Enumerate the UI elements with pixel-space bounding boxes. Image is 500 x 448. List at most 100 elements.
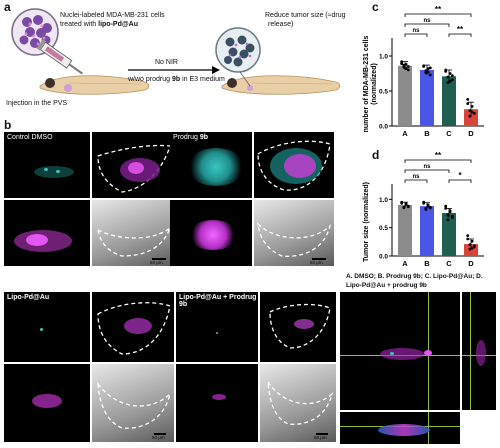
significance-bracket xyxy=(404,159,472,163)
arrow-top-text: No NIR xyxy=(155,59,178,66)
y-axis-label: number of MDA-MB-231 cells xyxy=(363,35,370,132)
bar-chart-tumor-size: Tumor size (normalized) 0.0 0.5 1.0 A B C Dnsns… xyxy=(363,151,484,268)
cells-description-prefix: treated with xyxy=(60,21,99,28)
scale-lipo: 50 μm xyxy=(152,435,165,440)
arrow-bottom-suffix: in E3 medium xyxy=(180,76,225,83)
y-tick-label: 0.0 xyxy=(379,254,388,261)
cells-description-bold: lipo-Pd@Au xyxy=(98,21,139,28)
y-tick-label: 0.5 xyxy=(379,89,388,96)
scale-control: 50 μm xyxy=(150,260,163,265)
micrograph-combo-brightfield: 50 μm xyxy=(260,364,336,442)
data-point xyxy=(466,237,470,241)
significance-label: ** xyxy=(457,25,464,34)
data-point xyxy=(446,81,450,84)
panel-b-label: b xyxy=(4,118,12,132)
significance-label: ** xyxy=(435,151,442,160)
significance-bracket xyxy=(404,33,428,37)
data-point xyxy=(426,67,430,70)
data-point xyxy=(404,67,408,70)
data-point xyxy=(428,66,432,70)
panel-a-schematic xyxy=(11,8,340,95)
micrograph-lipo-magenta xyxy=(4,364,90,442)
bar xyxy=(398,65,412,126)
result-text-line1: Reduce tumor size (≈drug xyxy=(265,12,346,19)
data-point xyxy=(428,205,432,209)
data-point xyxy=(404,203,408,206)
x-tick-label: C xyxy=(446,259,452,268)
bar xyxy=(442,212,456,256)
data-point xyxy=(468,109,472,112)
data-point xyxy=(468,114,472,118)
micrograph-lipo-brightfield: 50 μm xyxy=(92,364,174,442)
x-tick-label: C xyxy=(446,129,452,138)
data-point xyxy=(444,207,448,210)
title-prodrug: Prodrug 9b xyxy=(173,134,208,141)
significance-bracket xyxy=(404,169,450,173)
micrograph-prodrug-magenta xyxy=(170,200,252,266)
legend-line1: A. DMSO; B. Prodrug 9b; C. Lipo-Pd@Au; D… xyxy=(346,273,483,280)
arrow-bottom-prefix: w/wo prodrug xyxy=(128,76,172,83)
data-point xyxy=(428,73,432,77)
bar xyxy=(420,206,434,256)
panel-a-label: a xyxy=(4,0,11,14)
micrograph-control-brightfield: 50 μm xyxy=(92,200,174,266)
data-point xyxy=(470,110,474,114)
significance-label: ns xyxy=(423,18,431,24)
data-point xyxy=(424,71,428,75)
panel-d-label: d xyxy=(372,148,380,162)
data-point xyxy=(468,243,472,247)
y-tick-label: 0.0 xyxy=(379,124,388,131)
data-point xyxy=(446,218,450,222)
micrograph-control-magenta xyxy=(4,200,90,266)
data-point xyxy=(426,70,430,74)
cells-description-line2: treated with lipo-Pd@Au xyxy=(60,21,138,29)
bar-chart-cells: number of MDA-MB-231 cells (normalized)0.… xyxy=(363,5,484,138)
micrograph-control-cyan: Control DMSO xyxy=(4,132,90,198)
micrograph-combo-magenta xyxy=(176,364,258,442)
data-point xyxy=(466,98,470,101)
data-point xyxy=(406,205,410,209)
orthogonal-view-xy xyxy=(340,292,460,410)
title-prodrug-bold: 9b xyxy=(199,134,209,141)
title-control: Control DMSO xyxy=(7,134,53,141)
x-tick-label: A xyxy=(402,129,408,138)
micrograph-control-merge xyxy=(92,132,174,198)
data-point xyxy=(424,69,428,73)
cells-description-line1: Nuclei-labeled MDA-MB-231 cells xyxy=(60,12,165,19)
title-combo-prefix: Lipo-Pd@Au + Prodrug xyxy=(179,294,257,301)
arrow-bottom-bold: 9b xyxy=(171,76,181,83)
scale-combo: 50 μm xyxy=(314,435,327,440)
data-point xyxy=(450,74,454,77)
data-point xyxy=(466,102,470,105)
data-point xyxy=(470,246,474,250)
y-tick-label: 1.0 xyxy=(379,54,388,61)
significance-label: ** xyxy=(435,5,442,14)
bar xyxy=(398,205,412,256)
micrograph-lipo-cyan: Lipo-Pd@Au xyxy=(4,292,90,362)
micrograph-combo-cyan: Lipo-Pd@Au + Prodrug 9b xyxy=(176,292,258,362)
micrograph-prodrug-merge xyxy=(254,132,334,198)
x-tick-label: A xyxy=(402,259,408,268)
data-point xyxy=(472,112,476,115)
micrograph-prodrug-cyan: Prodrug 9b xyxy=(170,132,252,198)
syringe-icon xyxy=(36,39,83,75)
data-point xyxy=(444,70,448,73)
title-combo-bold: 9b xyxy=(179,301,188,308)
data-point xyxy=(470,239,474,243)
data-point xyxy=(404,63,408,66)
significance-label: ns xyxy=(412,174,420,180)
y-axis-label-line2: (normalized) xyxy=(371,63,378,105)
data-point xyxy=(426,204,430,208)
data-point xyxy=(466,234,470,237)
data-point xyxy=(450,216,454,219)
data-point xyxy=(448,210,452,214)
significance-bracket xyxy=(404,13,472,17)
significance-label: ns xyxy=(412,28,420,34)
zebrafish-larva-right xyxy=(221,75,340,95)
title-prodrug-prefix: Prodrug xyxy=(173,134,200,141)
data-point xyxy=(472,244,476,248)
data-point xyxy=(402,65,406,69)
significance-bracket xyxy=(404,179,428,183)
data-point xyxy=(424,207,428,210)
x-tick-label: D xyxy=(468,259,474,268)
